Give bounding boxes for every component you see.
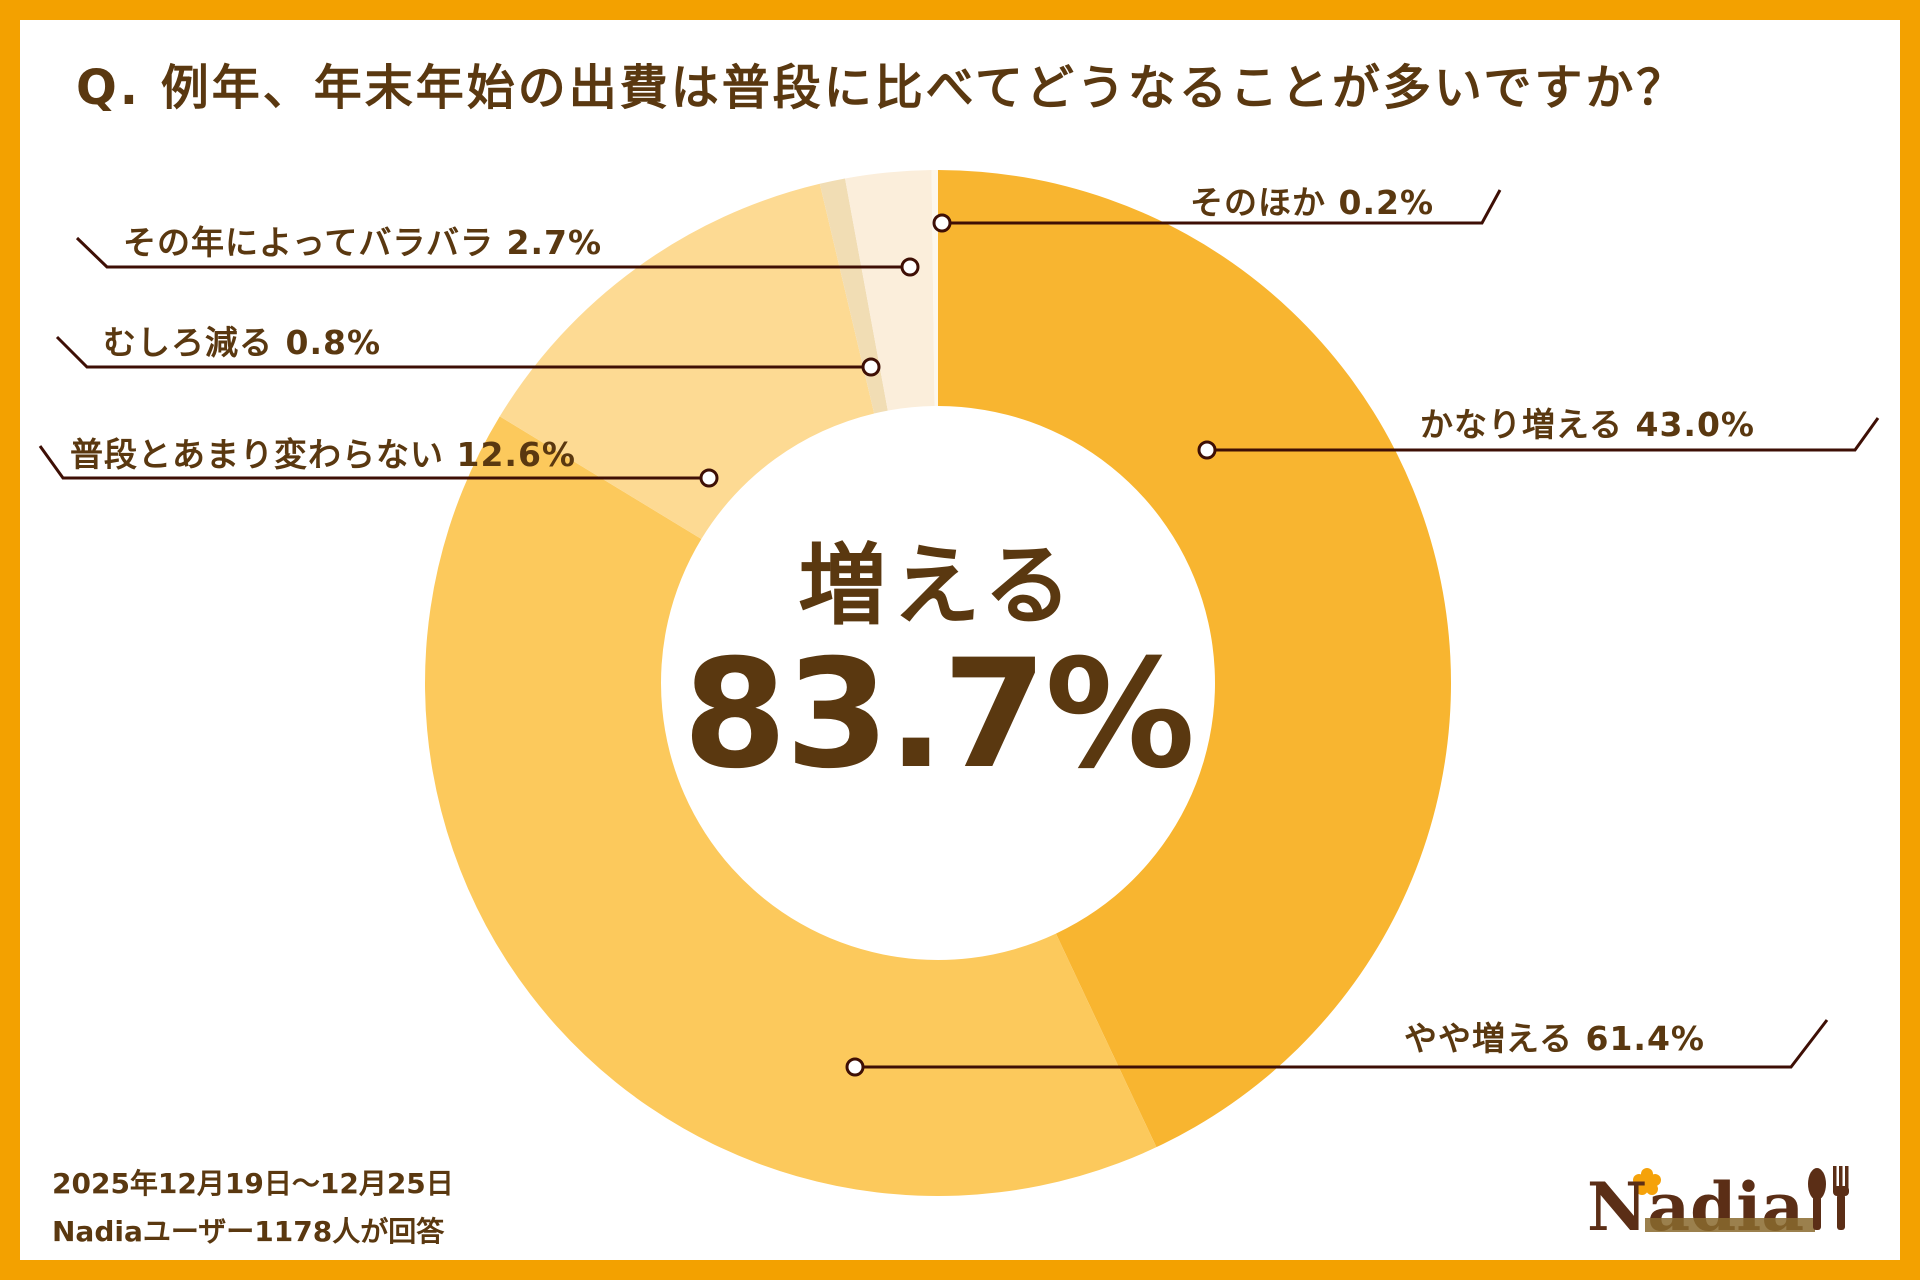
label-sonotoshi: その年によってバラバラ 2.7%	[123, 223, 603, 262]
leader-line	[1207, 417, 1880, 452]
donut-hole	[662, 407, 1214, 959]
leader-dot	[845, 1057, 865, 1077]
flower-icon	[1633, 1168, 1661, 1195]
label-sonohoka: そのほか 0.2%	[1190, 183, 1435, 222]
center-label: 増える	[798, 534, 1078, 637]
donut-slice	[938, 170, 1451, 1148]
leader-dot	[900, 257, 920, 277]
leader-line	[75, 236, 910, 269]
leader-line	[38, 445, 709, 480]
fork-icon	[1833, 1166, 1849, 1230]
leader-line	[55, 335, 871, 369]
donut-slice	[819, 178, 888, 414]
survey-period: 2025年12月19日〜12月25日	[52, 1167, 454, 1200]
spoon-icon	[1808, 1168, 1826, 1230]
label-fudan: 普段とあまり変わらない 12.6%	[70, 435, 576, 474]
nadia-logo: Nadia	[1587, 1166, 1849, 1240]
center-value: 83.7%	[682, 628, 1195, 802]
donut-slice	[845, 170, 935, 411]
label-mushiro-heru: むしろ減る 0.8%	[103, 323, 382, 362]
leader-dot	[1197, 440, 1217, 460]
leader-dot	[932, 213, 952, 233]
leader-lines	[38, 189, 1880, 1077]
donut-slices	[425, 170, 1451, 1196]
donut-slice	[425, 416, 1157, 1196]
chart-title: Q. 例年、年末年始の出費は普段に比べてどうなることが多いですか？	[76, 60, 1688, 116]
leader-dot	[861, 357, 881, 377]
leader-line	[942, 189, 1502, 225]
survey-footer: 2025年12月19日〜12月25日 Nadiaユーザー1178人が回答	[52, 1160, 454, 1256]
leader-line	[855, 1019, 1829, 1069]
label-yaya-fueru: やや増える 61.4%	[1404, 1019, 1705, 1058]
leader-dot	[699, 468, 719, 488]
donut-slice	[499, 183, 875, 540]
survey-respondents: Nadiaユーザー1178人が回答	[52, 1215, 445, 1248]
label-kanari-fueru: かなり増える 43.0%	[1420, 405, 1755, 444]
